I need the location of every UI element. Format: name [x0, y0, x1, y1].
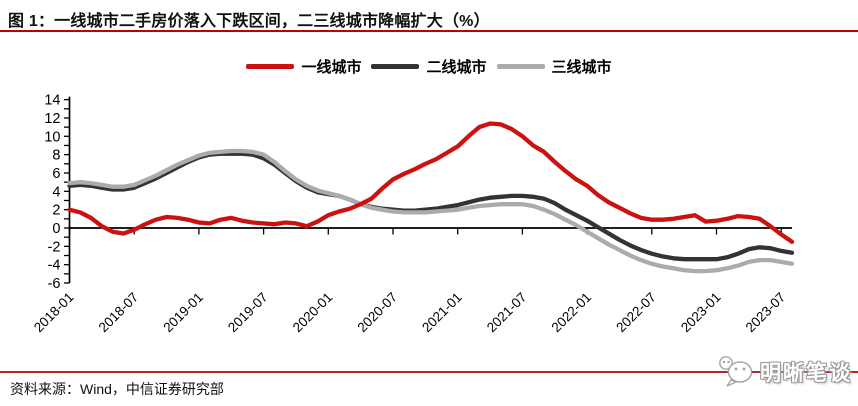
svg-text:2020-01: 2020-01	[290, 290, 336, 336]
tier2-line-swatch	[371, 64, 420, 69]
legend-item-tier3: 三线城市	[496, 56, 612, 77]
svg-text:0: 0	[52, 221, 60, 237]
legend-item-tier1: 一线城市	[246, 56, 361, 77]
svg-text:6: 6	[52, 166, 60, 182]
line-chart: -6 -4 -2 0 2 4 6 8 10 12 14 2018-01 2018-07 2019-01 20…	[31, 93, 795, 336]
svg-text:8: 8	[52, 148, 60, 164]
svg-text:12: 12	[44, 111, 60, 127]
svg-text:2019-07: 2019-07	[225, 290, 271, 336]
svg-text:2022-01: 2022-01	[549, 290, 595, 336]
svg-text:2021-07: 2021-07	[484, 290, 530, 336]
svg-text:2023-07: 2023-07	[743, 290, 789, 336]
svg-text:2023-01: 2023-01	[678, 290, 724, 336]
svg-text:2020-07: 2020-07	[354, 290, 400, 336]
watermark-text: 明晰笔谈	[760, 362, 852, 385]
svg-text:2021-01: 2021-01	[419, 290, 465, 336]
tier1-line-swatch	[246, 64, 295, 69]
legend-label-tier1: 一线城市	[301, 59, 362, 76]
svg-text:2019-01: 2019-01	[160, 290, 206, 336]
legend-item-tier2: 二线城市	[371, 56, 487, 77]
legend-label-tier2: 二线城市	[426, 59, 487, 76]
tier3-line-swatch	[496, 64, 545, 69]
svg-text:2018-01: 2018-01	[31, 290, 77, 336]
figure-title: 图 1：一线城市二手房价落入下跌区间，二三线城市降幅扩大（%）	[8, 13, 490, 30]
title-underline	[0, 30, 858, 32]
svg-text:-2: -2	[48, 239, 61, 255]
wechat-icon	[719, 356, 753, 387]
svg-text:-6: -6	[48, 276, 61, 292]
source-note: 资料来源：Wind，中信证券研究部	[10, 381, 224, 397]
svg-text:-4: -4	[48, 258, 61, 274]
svg-text:2: 2	[52, 203, 60, 219]
svg-text:10: 10	[44, 129, 60, 145]
svg-text:14: 14	[44, 93, 60, 109]
svg-text:2018-07: 2018-07	[96, 290, 142, 336]
svg-text:4: 4	[52, 184, 60, 200]
legend-label-tier3: 三线城市	[551, 59, 612, 76]
footer-divider	[0, 371, 858, 373]
chart-legend: 一线城市 二线城市 三线城市	[0, 56, 858, 77]
svg-text:2022-07: 2022-07	[613, 290, 659, 336]
watermark: 明晰笔谈	[716, 354, 852, 390]
